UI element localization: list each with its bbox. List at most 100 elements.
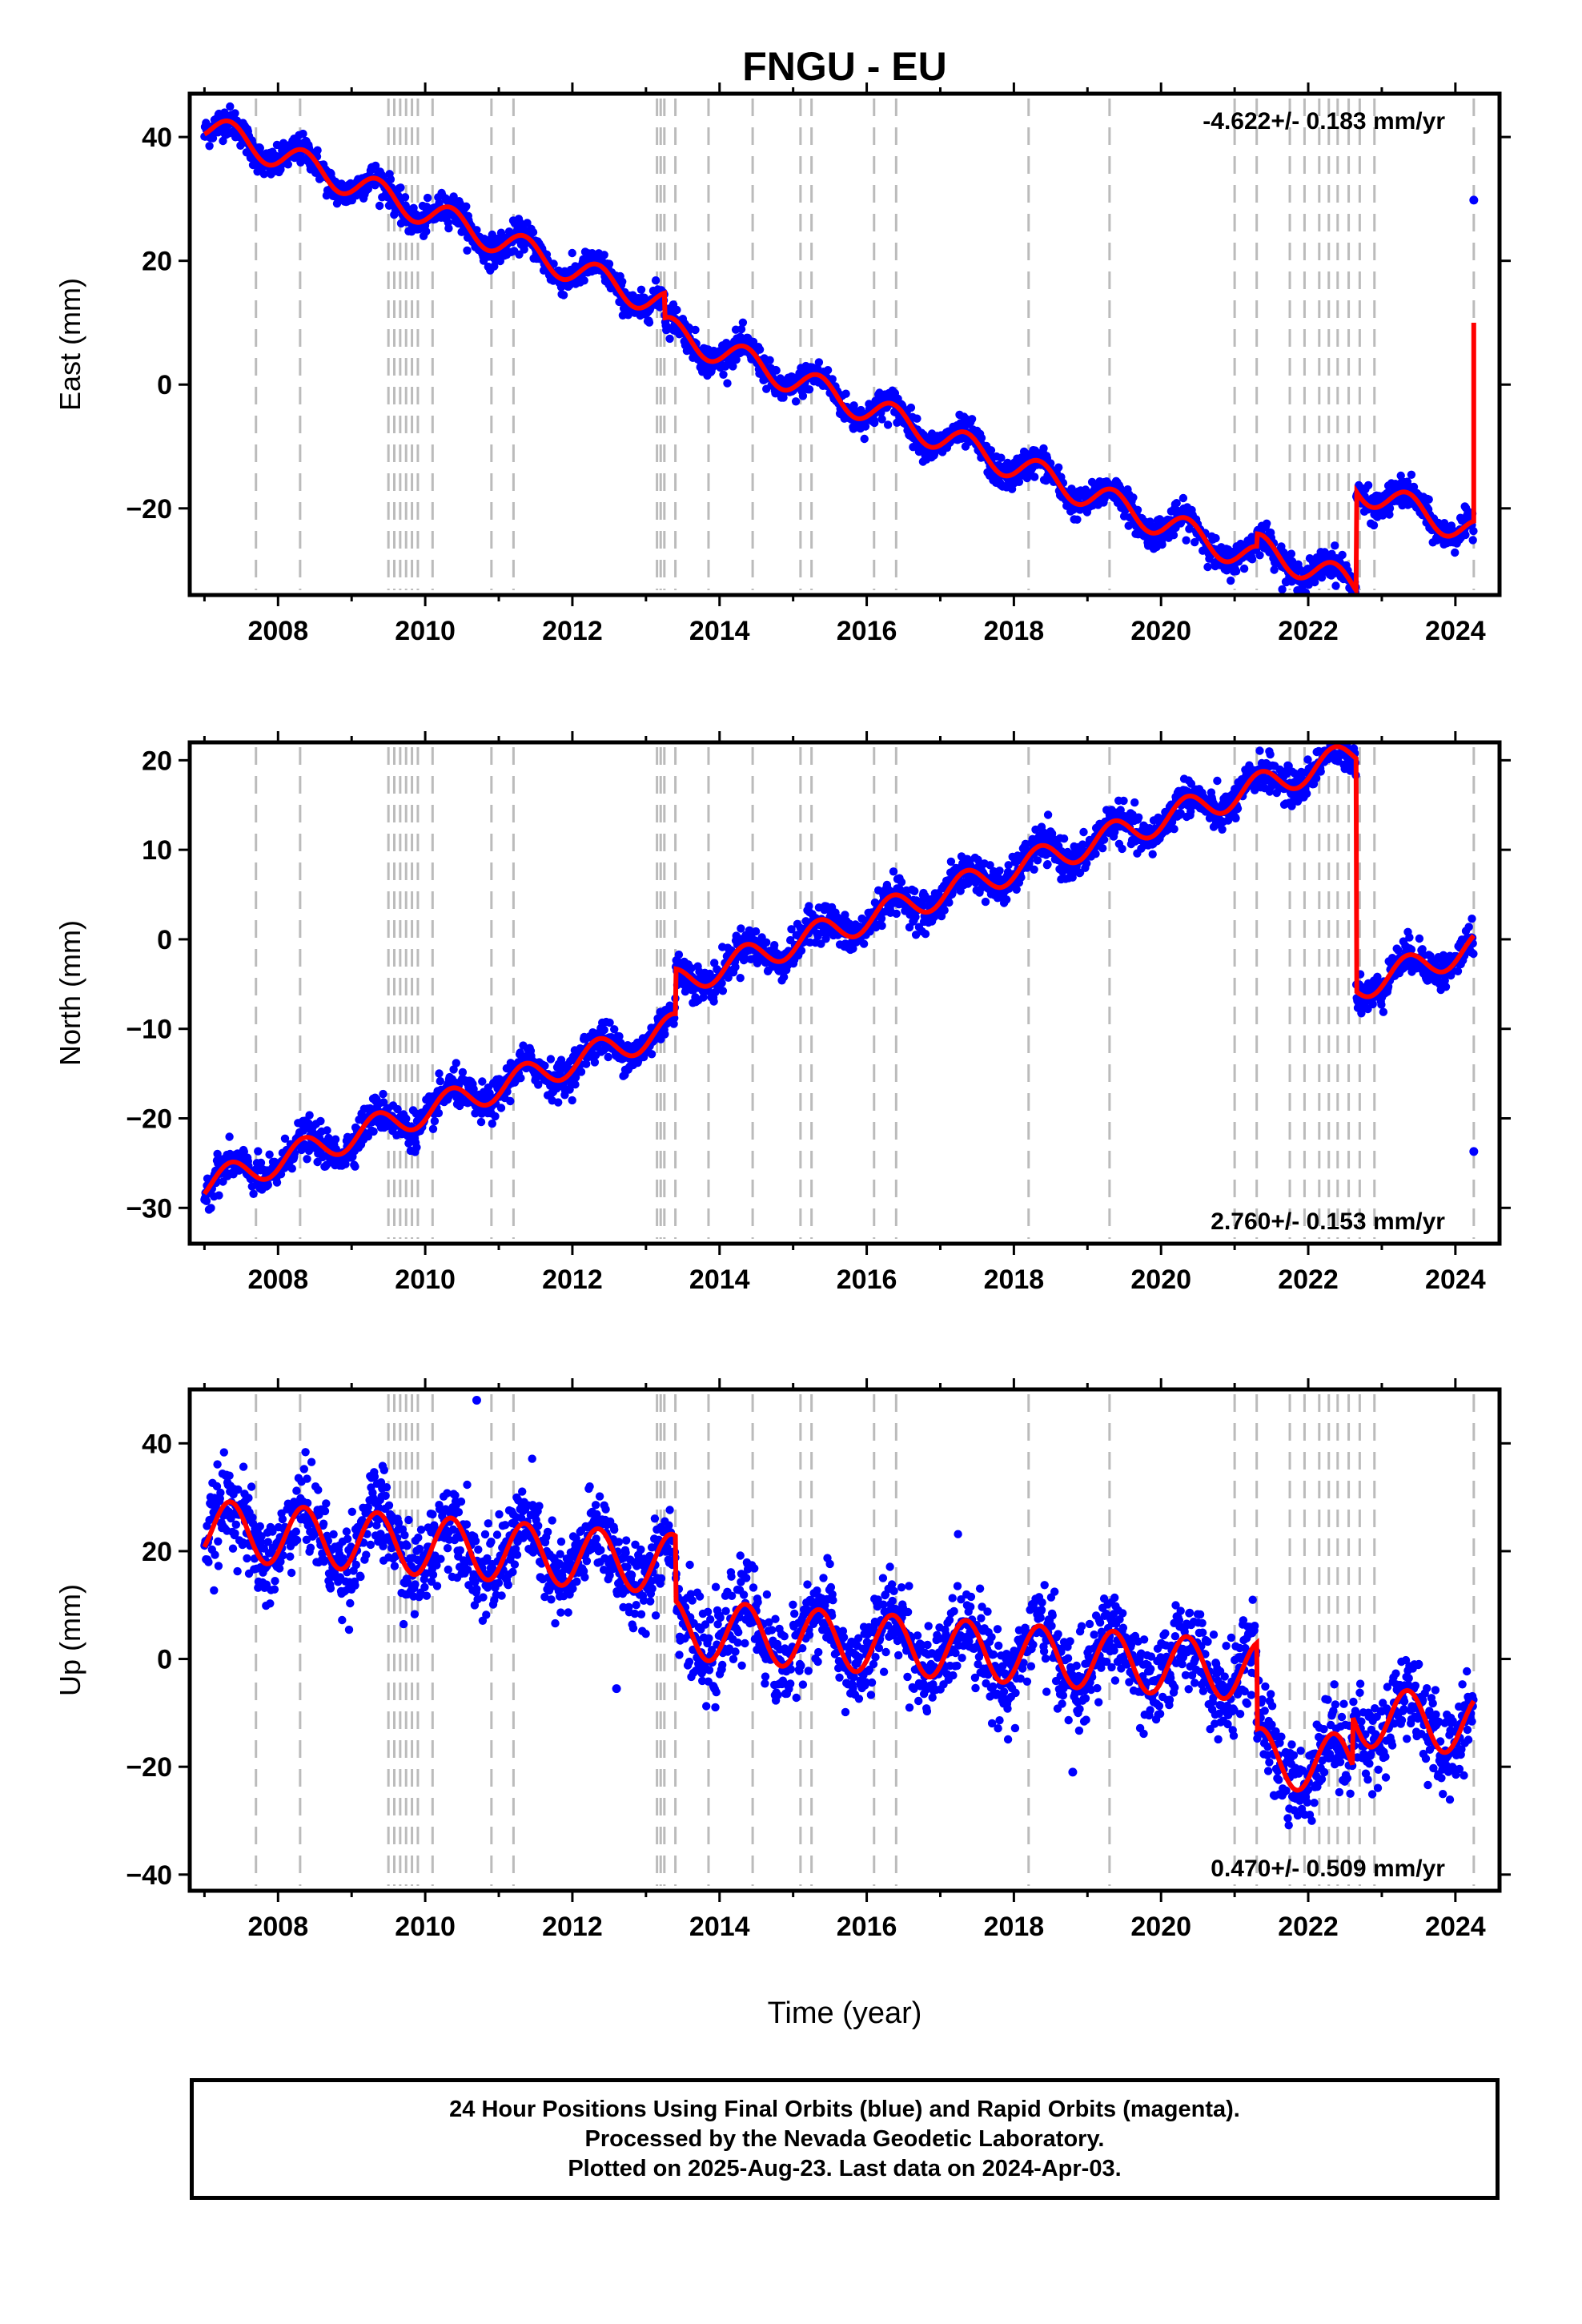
data-point [737, 324, 746, 334]
data-point [1134, 813, 1143, 822]
data-point [860, 434, 869, 444]
data-point [1239, 564, 1249, 573]
data-point [571, 1080, 580, 1089]
data-point [897, 878, 906, 887]
data-point [259, 170, 268, 179]
data-point [877, 415, 886, 424]
y-tick-label: 40 [142, 123, 172, 153]
data-point [1073, 515, 1082, 524]
data-point [1033, 856, 1042, 865]
x-tick-label: 2016 [837, 616, 897, 646]
data-point [516, 1074, 525, 1083]
data-point [798, 392, 808, 400]
x-tick-label: 2022 [1278, 616, 1339, 646]
data-point [1169, 531, 1178, 540]
data-point [1338, 550, 1347, 560]
data-point [1331, 541, 1339, 550]
data-point [1270, 565, 1279, 574]
data-point [576, 1068, 586, 1076]
data-point [997, 453, 1006, 462]
data-point [765, 356, 774, 364]
data-point [729, 362, 737, 371]
data-point [1266, 750, 1275, 759]
data-point [412, 1143, 421, 1152]
data-point [1099, 835, 1109, 844]
data-point [1030, 865, 1038, 875]
data-point [699, 993, 708, 1002]
data-point [770, 941, 779, 950]
data-point [540, 1061, 549, 1071]
data-point [568, 1096, 576, 1105]
data-point [254, 1147, 263, 1156]
data-point [1069, 505, 1078, 514]
data-point [1002, 895, 1011, 904]
data-point [1172, 499, 1181, 508]
data-point [369, 1127, 378, 1136]
data-point [449, 192, 458, 201]
data-point [1191, 537, 1199, 547]
data-point [1178, 493, 1188, 503]
data-point [546, 1055, 556, 1063]
data-point [202, 1196, 211, 1206]
data-point [554, 1098, 563, 1107]
data-point [791, 397, 801, 406]
data-point [478, 1077, 487, 1086]
data-point [859, 939, 869, 948]
data-point [375, 201, 384, 211]
data-point [600, 1025, 608, 1035]
data-point [1043, 810, 1053, 819]
data-point [316, 1116, 325, 1126]
data-point [797, 946, 806, 955]
data-point [828, 375, 837, 384]
data-point [239, 1147, 248, 1156]
data-point [1030, 472, 1039, 481]
data-point [444, 223, 453, 233]
data-point [436, 1076, 444, 1086]
data-point [661, 1030, 669, 1039]
data-point [491, 1112, 500, 1121]
data-point [523, 219, 532, 227]
data-point [618, 277, 627, 286]
y-tick-label: −20 [126, 494, 172, 525]
data-point [805, 385, 814, 394]
data-point [849, 944, 857, 953]
data-point [977, 433, 986, 443]
data-point [225, 1132, 234, 1141]
data-point [1469, 526, 1478, 536]
data-point [1303, 789, 1311, 798]
data-point [496, 1104, 506, 1112]
data-point [1336, 725, 1344, 733]
data-point [1182, 536, 1191, 545]
data-point [219, 136, 227, 146]
data-point [751, 927, 761, 936]
data-point [1287, 549, 1296, 558]
data-point [452, 1059, 460, 1068]
data-point [732, 355, 741, 364]
data-point [1334, 727, 1342, 735]
data-point [892, 909, 901, 919]
data-point [363, 184, 372, 194]
data-point [226, 102, 235, 111]
data-point [1409, 482, 1419, 492]
data-point [1451, 548, 1460, 557]
data-point [393, 1104, 402, 1114]
data-point [719, 370, 728, 379]
data-point [430, 1116, 440, 1126]
data-point [449, 1065, 458, 1074]
data-point [287, 1164, 296, 1173]
data-point [913, 414, 921, 423]
y-tick-label: 20 [142, 247, 172, 277]
data-point [1339, 732, 1347, 740]
data-point [485, 1088, 494, 1098]
data-point [590, 1058, 600, 1067]
data-point [940, 906, 949, 915]
data-point [910, 887, 919, 896]
data-point [737, 924, 745, 933]
x-tick-label: 2018 [984, 616, 1045, 646]
data-point [723, 379, 732, 388]
data-point [559, 291, 568, 300]
data-point [379, 1098, 388, 1107]
x-tick-label: 2024 [1425, 616, 1486, 646]
data-point [1218, 825, 1227, 834]
